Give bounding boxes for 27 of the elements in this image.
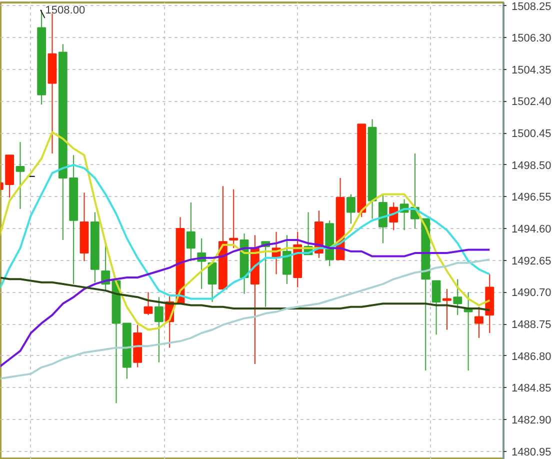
y-tick-label: 1496.55 [512,192,552,204]
y-tick-label: 1508.25 [512,0,552,13]
y-tick-label: 1506.30 [512,32,552,45]
y-tick-label: 1494.60 [512,224,552,236]
y-tick-label: 1482.90 [512,414,552,427]
candlestick [144,292,153,316]
candlestick [154,296,164,363]
candlestick [16,142,25,210]
y-tick-label: 1492.65 [512,255,552,268]
y-tick-label: 1486.80 [512,350,552,363]
y-tick-label: 1500.45 [512,128,552,140]
candlestick [346,194,356,224]
candlestick [186,202,196,262]
candlestick [229,188,238,249]
y-tick-label: 1498.50 [512,160,552,172]
y-tick-label: 1504.35 [512,64,552,76]
candlestick [432,280,441,336]
candlestick [474,306,484,338]
candlestick [453,278,462,316]
y-tick-label: 1490.70 [512,287,552,300]
annotation: 1508.00 [45,4,86,16]
candlestick [442,288,452,330]
y-tick-label: 1502.40 [512,96,552,108]
y-tick-label: 1488.75 [512,319,552,332]
y-tick-label: 1480.95 [512,446,552,458]
y-tick-label: 1484.85 [512,382,552,395]
candlestick [282,234,292,285]
